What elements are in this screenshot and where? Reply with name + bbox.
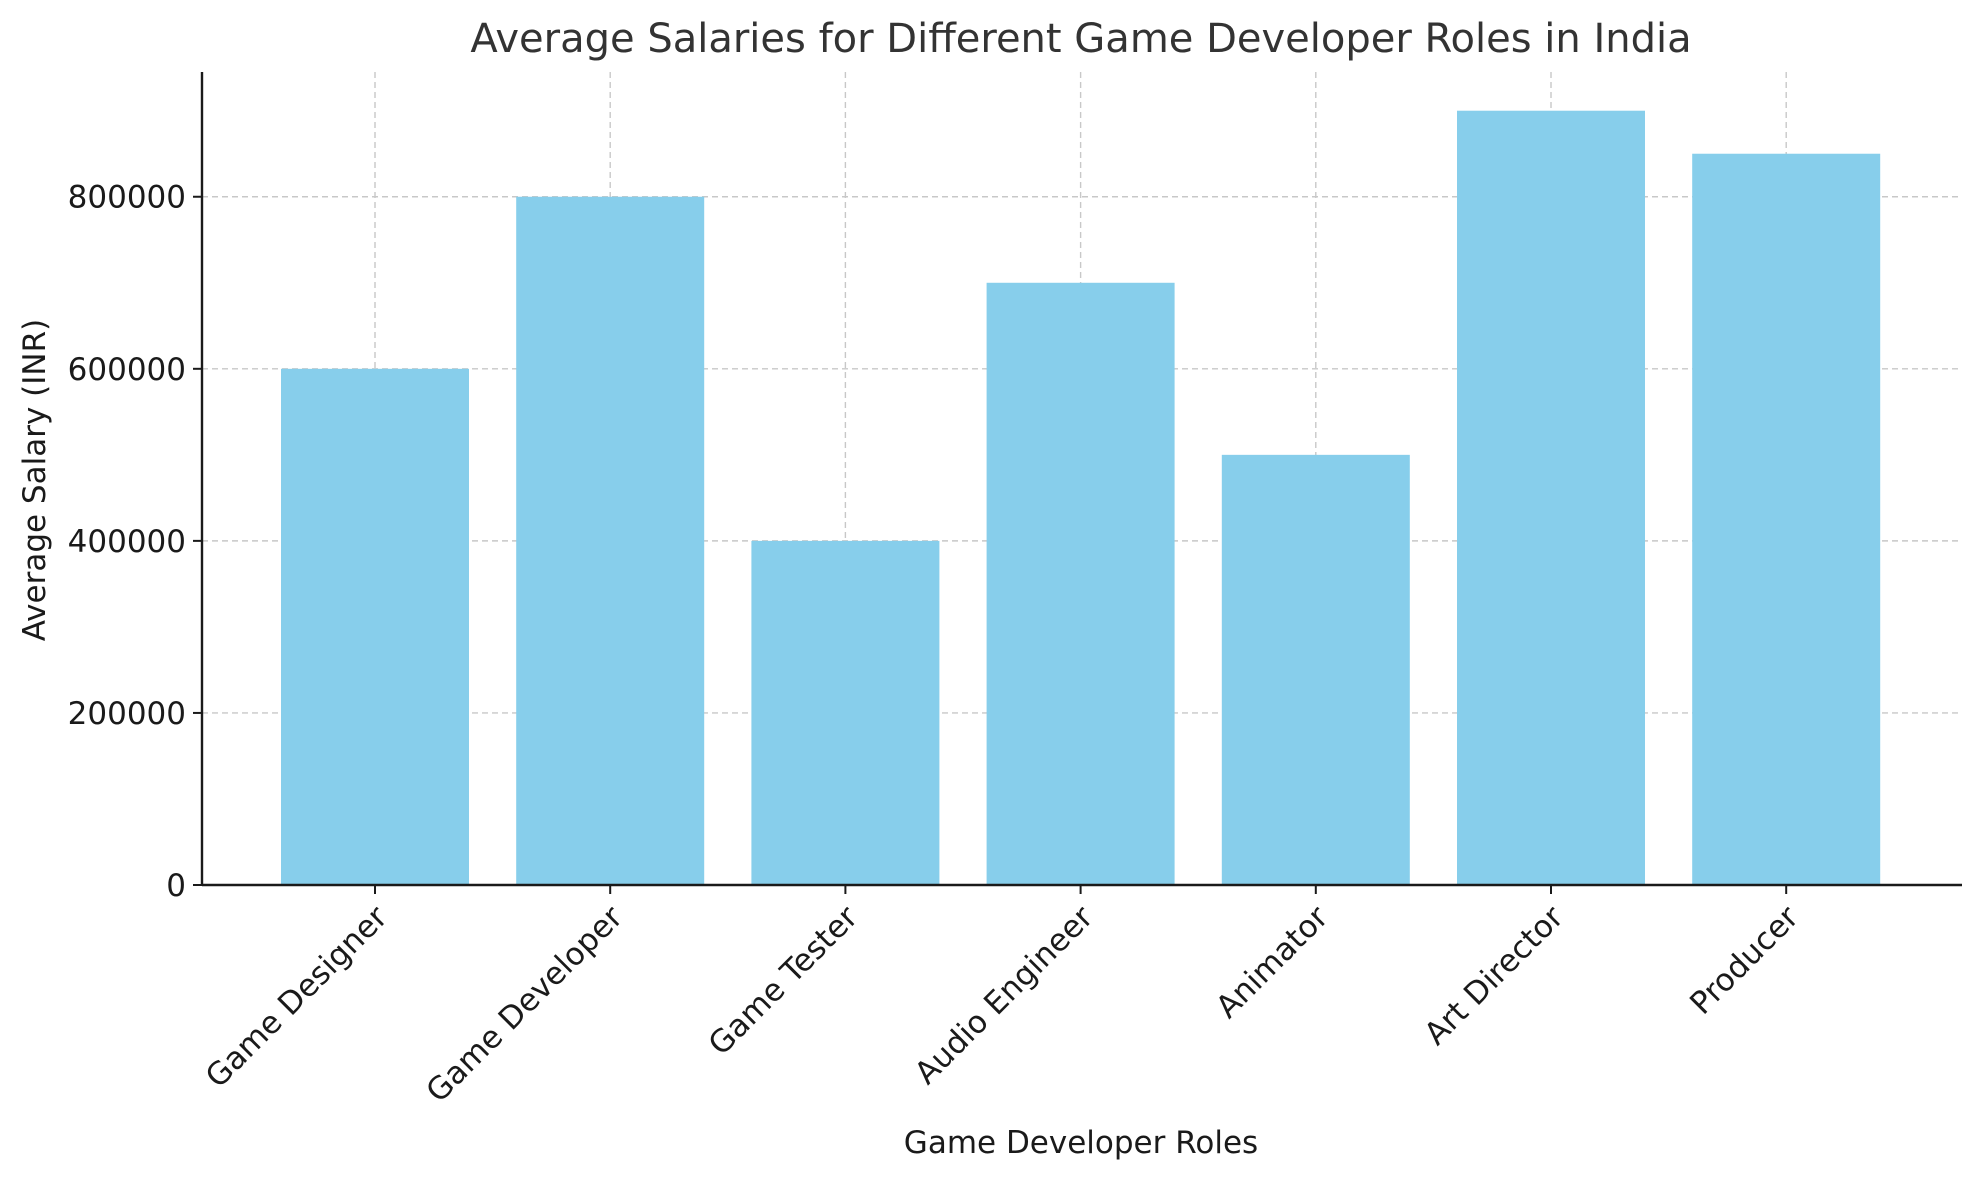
y-axis-label: Average Salary (INR) — [17, 319, 53, 641]
y-tick-label: 0 — [166, 868, 186, 904]
x-tick-label: Game Tester — [702, 899, 866, 1063]
chart-title: Average Salaries for Different Game Deve… — [470, 16, 1691, 62]
y-tick-label: 200000 — [68, 696, 186, 732]
axes-layer — [200, 72, 1962, 887]
y-tick-label: 600000 — [68, 352, 186, 388]
bar — [281, 368, 469, 885]
x-axis-label: Game Developer Roles — [904, 1125, 1258, 1161]
y-tick-label: 400000 — [68, 524, 186, 560]
bar — [1692, 153, 1881, 885]
x-tick-label: Animator — [1209, 899, 1335, 1025]
x-tick-label: Game Designer — [199, 899, 395, 1095]
bar — [751, 540, 940, 885]
bar — [986, 282, 1175, 885]
bars-layer — [281, 110, 1881, 885]
y-tick-label: 800000 — [68, 180, 186, 216]
bar — [1457, 110, 1645, 885]
x-tick-label: Game Developer — [419, 899, 630, 1110]
x-tick-label: Audio Engineer — [908, 899, 1101, 1092]
x-tick-label: Producer — [1683, 899, 1806, 1022]
x-tick-label: Art Director — [1418, 899, 1571, 1052]
bar — [516, 196, 705, 885]
bar — [1221, 454, 1410, 885]
